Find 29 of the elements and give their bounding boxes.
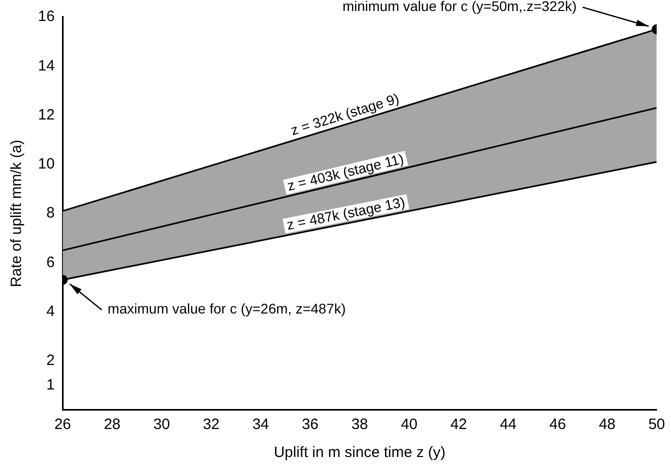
y-tick-label: 12 [38,106,55,124]
x-tick-label: 36 [302,416,319,434]
text: z = 322k (stage 9) [288,90,401,138]
x-tick-label: 40 [400,416,418,434]
x-tick-label: 42 [450,416,468,434]
y-tick-label: 10 [38,156,55,173]
x-tick-label: 38 [351,416,368,434]
x-axis-title: Uplift in m since time z (y) [274,444,446,462]
x-tick-label: 46 [549,416,566,434]
x-tick-label: 26 [54,416,72,434]
y-tick-label: 6 [46,254,55,271]
x-tick-label: 48 [598,416,616,434]
y-tick-label: 1 [46,376,55,394]
x-tick-label: 28 [104,416,121,434]
text: z = 403k (stage 11) [286,150,406,194]
annotation: minimum value for c (y=50m,.z=322k) [342,0,577,14]
y-tick-label: 16 [38,8,55,26]
y-axis-title: Rate of uplift mm/k (a) [8,140,26,288]
x-tick-label: 50 [648,416,665,434]
y-tick-label: 8 [46,204,55,222]
x-tick-label: 30 [153,416,170,434]
x-tick-label: 44 [500,416,517,434]
annotation: maximum value for c (y=26m, z=487k) [108,300,346,317]
x-tick-label: 34 [252,416,270,434]
y-tick-label: 14 [38,57,55,74]
x-tick-label: 32 [202,416,220,434]
y-tick-label: 4 [46,302,55,320]
y-tick-label: 2 [46,352,55,370]
text: z = 487k (stage 13) [285,194,406,233]
